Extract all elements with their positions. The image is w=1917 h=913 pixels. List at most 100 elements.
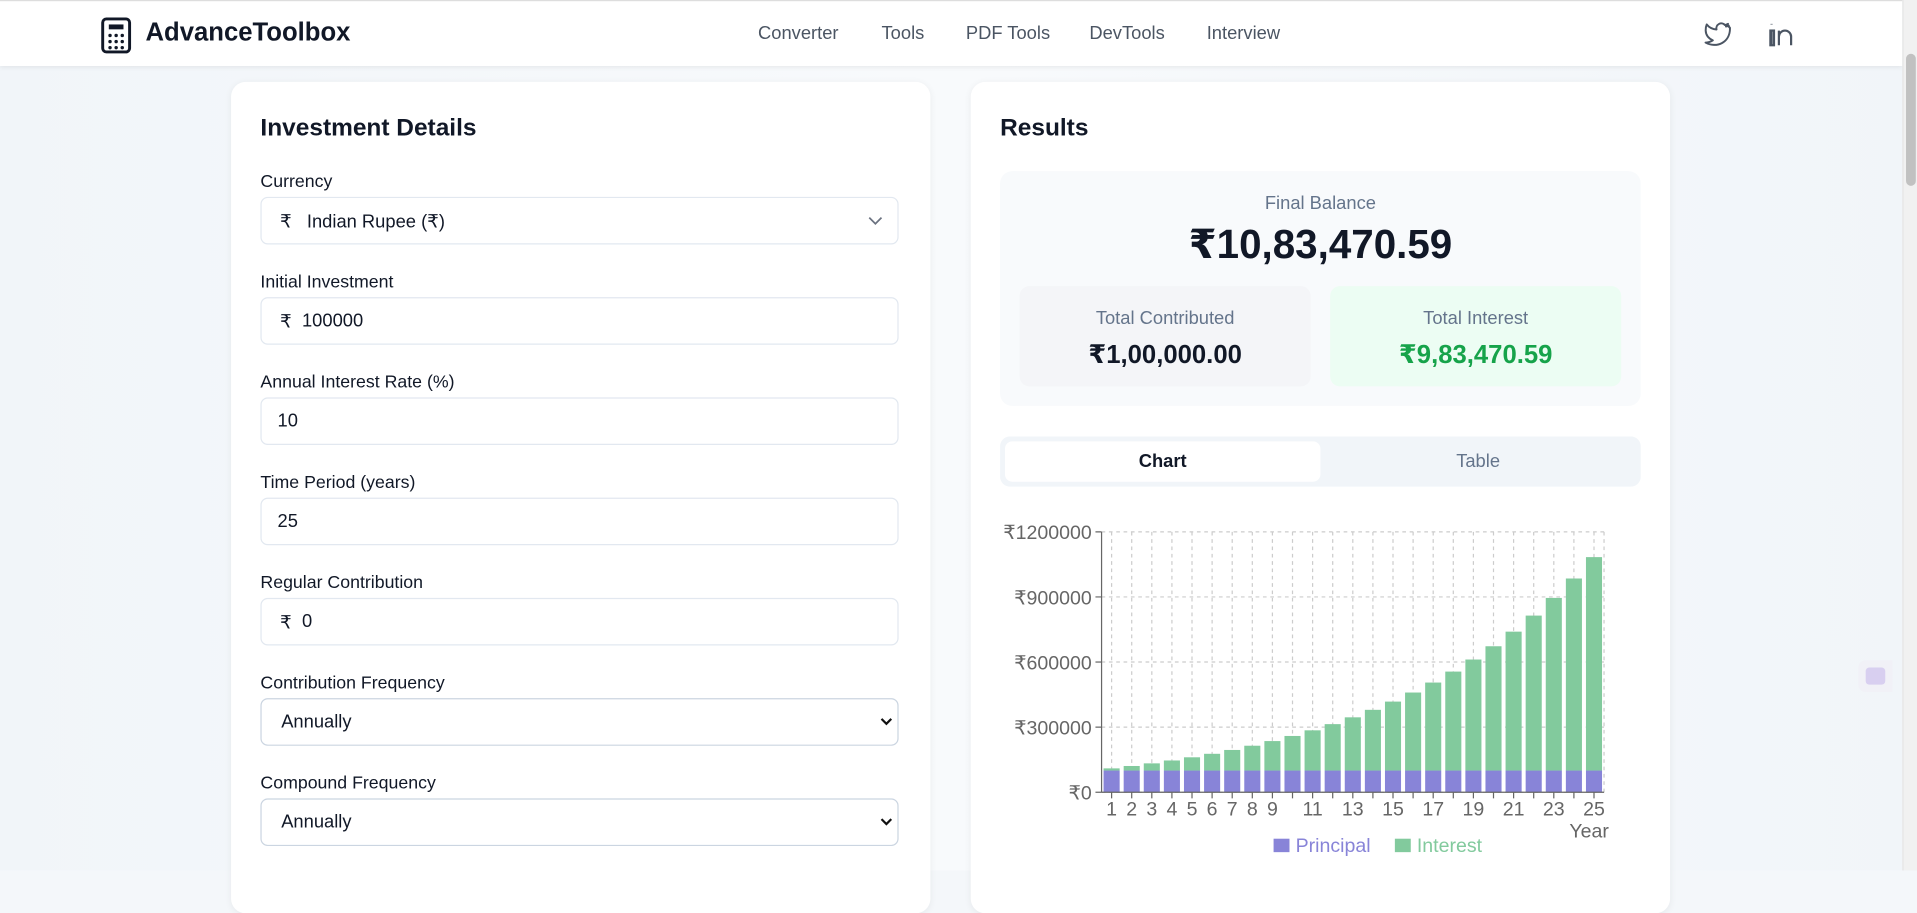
x-tick-label: 21	[1503, 798, 1525, 820]
bar-segment	[1244, 770, 1261, 793]
legend-label: Interest	[1417, 835, 1483, 857]
bar-segment	[1244, 745, 1261, 771]
frequency-select[interactable]: Annually	[260, 698, 899, 746]
text-input[interactable]: 25	[260, 497, 899, 546]
bar-segment	[1204, 770, 1221, 793]
bar-segment	[1545, 770, 1562, 793]
bar-segment	[1224, 749, 1241, 771]
bar-segment	[1585, 770, 1603, 793]
tab-bar: Chart Table	[1000, 436, 1641, 487]
bar-segment	[1405, 692, 1422, 771]
legend-label: Principal	[1296, 835, 1371, 857]
bar-segment	[1364, 709, 1381, 771]
field-value: 25	[277, 511, 298, 532]
bar-segment	[1485, 770, 1502, 793]
bar-segment	[1384, 701, 1402, 771]
y-tick-label: ₹1200000	[1003, 522, 1092, 544]
scroll-thumb[interactable]	[1906, 53, 1916, 186]
interest-label: Total Interest	[1423, 308, 1529, 329]
legend-swatch	[1273, 838, 1290, 853]
field-value: 0	[301, 611, 313, 633]
bar-segment	[1103, 770, 1120, 793]
bar-segment	[1364, 770, 1381, 793]
bar-segment	[1585, 557, 1603, 771]
bar-segment	[1123, 770, 1140, 793]
bar-segment	[1405, 770, 1422, 793]
contributed-value: ₹1,00,000.00	[1088, 341, 1242, 370]
bar-segment	[1304, 770, 1321, 793]
bar-segment	[1565, 578, 1582, 771]
bar-segment	[1143, 763, 1160, 771]
frequency-select[interactable]: Annually	[260, 798, 899, 847]
nav-link[interactable]: Tools	[881, 23, 925, 45]
nav-link[interactable]: DevTools	[1089, 23, 1165, 45]
text-input[interactable]: ₹ 100000	[260, 297, 899, 345]
bar-segment	[1103, 768, 1120, 771]
field-value: Annually	[281, 711, 352, 733]
contributed-box	[1019, 286, 1311, 387]
bar-segment	[1163, 760, 1180, 771]
tab-active[interactable]: Chart	[1004, 441, 1321, 482]
bar-segment	[1465, 770, 1482, 793]
bar-segment	[1224, 770, 1241, 793]
y-tick-label: ₹600000	[1014, 652, 1092, 674]
field-label: Compound Frequency	[260, 773, 436, 794]
legend-swatch	[1394, 838, 1411, 853]
nav-link[interactable]: PDF Tools	[965, 23, 1051, 45]
bar-segment	[1204, 753, 1221, 771]
x-tick-label: 15	[1382, 798, 1404, 820]
twitter-icon[interactable]	[1704, 22, 1731, 46]
x-tick-label: 3	[1146, 798, 1157, 820]
text-input[interactable]: 10	[260, 397, 899, 446]
bar-segment	[1123, 765, 1140, 771]
x-tick-label: 13	[1342, 798, 1364, 820]
logo-icon[interactable]	[100, 17, 132, 54]
field-value: Annually	[281, 811, 352, 833]
y-tick-label: ₹900000	[1014, 587, 1092, 609]
bar-segment	[1565, 770, 1582, 793]
x-tick-label: 19	[1463, 798, 1485, 820]
summary-box: Final Balance ₹10,83,470.59 Total Contri…	[1000, 171, 1641, 406]
final-balance-label: Final Balance	[1264, 193, 1376, 214]
bar-segment	[1163, 770, 1180, 793]
prefix: ₹	[279, 211, 292, 233]
form-card: Investment Details Currency ₹ Indian Rup…	[231, 81, 931, 913]
chevron	[868, 217, 883, 225]
results-title: Results	[1000, 114, 1089, 142]
field-value: 10	[277, 410, 298, 432]
bar-segment	[1545, 597, 1562, 771]
final-balance: ₹10,83,470.59	[1188, 221, 1453, 267]
nav-link[interactable]: Interview	[1206, 23, 1281, 45]
linkedin-icon[interactable]	[1769, 21, 1796, 48]
bar-segment	[1324, 770, 1341, 793]
chevron	[880, 718, 893, 726]
tab[interactable]: Table	[1456, 451, 1501, 472]
currency-select[interactable]: ₹ Indian Rupee (₹)	[260, 196, 899, 245]
navbar: AdvanceToolbox Converter Tools PDF Tools…	[0, 0, 1903, 67]
bar-segment	[1525, 770, 1542, 793]
x-tick-label: 23	[1543, 798, 1565, 820]
floating-widget[interactable]	[1858, 660, 1893, 692]
y-tick-label: ₹300000	[1014, 717, 1092, 739]
chevron	[880, 818, 893, 826]
brand[interactable]: AdvanceToolbox	[145, 18, 351, 47]
bar-segment	[1425, 770, 1442, 793]
x-tick-label: 9	[1267, 798, 1278, 820]
field-label: Regular Contribution	[260, 573, 424, 593]
interest-box	[1330, 286, 1622, 387]
bar-segment	[1445, 671, 1462, 771]
x-tick-label: 1	[1106, 798, 1117, 820]
y-tick-label: ₹0	[1068, 783, 1091, 805]
bar-segment	[1344, 717, 1361, 771]
bar-segment	[1143, 770, 1160, 793]
bar-segment	[1284, 770, 1301, 793]
bar-segment	[1384, 770, 1402, 793]
prefix: ₹	[279, 612, 292, 634]
x-axis-label: Year	[1569, 820, 1609, 842]
scrollbar[interactable]	[1902, 0, 1917, 871]
nav-link[interactable]: Converter	[758, 23, 839, 45]
text-input[interactable]: ₹ 0	[260, 597, 899, 646]
widget-icon	[1865, 667, 1886, 685]
